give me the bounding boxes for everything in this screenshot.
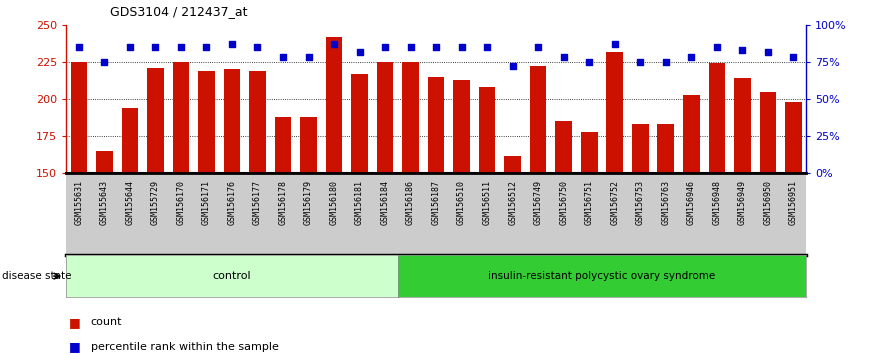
Point bbox=[97, 59, 111, 65]
Text: GSM156171: GSM156171 bbox=[202, 180, 211, 225]
Text: GSM155644: GSM155644 bbox=[125, 180, 135, 225]
Text: GSM155643: GSM155643 bbox=[100, 180, 109, 225]
Text: GSM156946: GSM156946 bbox=[687, 180, 696, 225]
Text: GSM156178: GSM156178 bbox=[278, 180, 287, 225]
Text: GSM156177: GSM156177 bbox=[253, 180, 262, 225]
Text: GSM156186: GSM156186 bbox=[406, 180, 415, 225]
Text: GSM156180: GSM156180 bbox=[329, 180, 338, 225]
Text: GSM156951: GSM156951 bbox=[788, 180, 798, 225]
Text: GSM156752: GSM156752 bbox=[611, 180, 619, 225]
Bar bbox=[555, 121, 572, 173]
Bar bbox=[326, 37, 343, 173]
Bar bbox=[147, 68, 164, 173]
Point bbox=[531, 44, 545, 50]
Bar bbox=[224, 69, 241, 173]
Text: GSM155729: GSM155729 bbox=[151, 180, 159, 225]
Bar bbox=[249, 71, 266, 173]
Point bbox=[174, 44, 188, 50]
Text: GSM156510: GSM156510 bbox=[457, 180, 466, 225]
Bar bbox=[529, 67, 546, 173]
Text: GDS3104 / 212437_at: GDS3104 / 212437_at bbox=[110, 5, 248, 18]
Bar bbox=[581, 132, 597, 173]
Point bbox=[455, 44, 469, 50]
Bar bbox=[504, 156, 521, 173]
Bar bbox=[352, 74, 368, 173]
Point bbox=[787, 55, 801, 60]
Text: GSM156749: GSM156749 bbox=[534, 180, 543, 225]
Text: insulin-resistant polycystic ovary syndrome: insulin-resistant polycystic ovary syndr… bbox=[488, 271, 715, 281]
Point bbox=[276, 55, 290, 60]
Bar bbox=[70, 62, 87, 173]
Bar bbox=[96, 151, 113, 173]
Bar bbox=[377, 62, 393, 173]
Text: ■: ■ bbox=[69, 341, 81, 353]
Point bbox=[148, 44, 162, 50]
Text: GSM156948: GSM156948 bbox=[713, 180, 722, 225]
Text: GSM155631: GSM155631 bbox=[74, 180, 84, 225]
Text: GSM156187: GSM156187 bbox=[432, 180, 440, 225]
Text: GSM156950: GSM156950 bbox=[763, 180, 773, 225]
Bar bbox=[785, 102, 802, 173]
Point bbox=[250, 44, 264, 50]
Point bbox=[761, 49, 775, 55]
Text: count: count bbox=[91, 317, 122, 327]
Bar bbox=[759, 92, 776, 173]
Text: control: control bbox=[212, 271, 251, 281]
Bar bbox=[122, 108, 138, 173]
Text: GSM156511: GSM156511 bbox=[483, 180, 492, 225]
Point bbox=[327, 41, 341, 47]
Bar bbox=[173, 62, 189, 173]
Text: percentile rank within the sample: percentile rank within the sample bbox=[91, 342, 278, 352]
Text: GSM156181: GSM156181 bbox=[355, 180, 364, 225]
Text: GSM156179: GSM156179 bbox=[304, 180, 313, 225]
Point bbox=[582, 59, 596, 65]
Point bbox=[557, 55, 571, 60]
Bar bbox=[479, 87, 495, 173]
Bar bbox=[454, 80, 470, 173]
Bar bbox=[632, 124, 648, 173]
Text: ■: ■ bbox=[69, 316, 81, 329]
Bar bbox=[403, 62, 418, 173]
Bar bbox=[734, 78, 751, 173]
Bar bbox=[428, 77, 444, 173]
Text: GSM156753: GSM156753 bbox=[636, 180, 645, 225]
Bar bbox=[300, 117, 317, 173]
Bar bbox=[198, 71, 215, 173]
Point bbox=[429, 44, 443, 50]
Point bbox=[659, 59, 673, 65]
Point bbox=[710, 44, 724, 50]
Text: GSM156512: GSM156512 bbox=[508, 180, 517, 225]
Point bbox=[608, 41, 622, 47]
Text: GSM156184: GSM156184 bbox=[381, 180, 389, 225]
Point bbox=[685, 55, 699, 60]
Text: GSM156949: GSM156949 bbox=[737, 180, 747, 225]
Text: GSM156763: GSM156763 bbox=[662, 180, 670, 225]
Point bbox=[736, 47, 750, 53]
Bar bbox=[708, 63, 725, 173]
Bar bbox=[657, 124, 674, 173]
Text: GSM156170: GSM156170 bbox=[176, 180, 185, 225]
Point bbox=[122, 44, 137, 50]
Bar bbox=[606, 52, 623, 173]
Point bbox=[480, 44, 494, 50]
Text: GSM156751: GSM156751 bbox=[585, 180, 594, 225]
Point bbox=[506, 64, 520, 69]
Point bbox=[633, 59, 648, 65]
Text: GSM156176: GSM156176 bbox=[227, 180, 236, 225]
Point bbox=[301, 55, 315, 60]
Point bbox=[199, 44, 213, 50]
Text: disease state: disease state bbox=[2, 271, 71, 281]
Bar bbox=[683, 95, 700, 173]
Point bbox=[71, 44, 85, 50]
Bar bbox=[275, 117, 292, 173]
Point bbox=[225, 41, 239, 47]
Point bbox=[403, 44, 418, 50]
Point bbox=[352, 49, 366, 55]
Point bbox=[378, 44, 392, 50]
Text: GSM156750: GSM156750 bbox=[559, 180, 568, 225]
